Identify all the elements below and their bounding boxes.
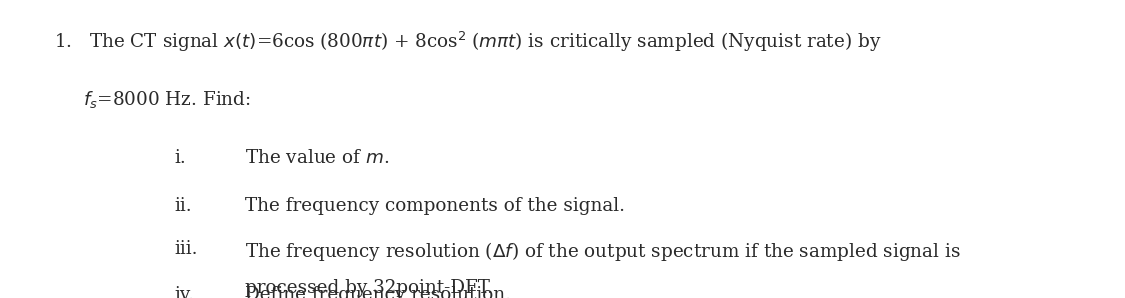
Text: iv.: iv.: [174, 286, 195, 298]
Text: Define frequency resolution.: Define frequency resolution.: [245, 286, 511, 298]
Text: The value of $m$.: The value of $m$.: [245, 149, 389, 167]
Text: processed by 32point-DFT.: processed by 32point-DFT.: [245, 279, 493, 297]
Text: $f_s$=8000 Hz. Find:: $f_s$=8000 Hz. Find:: [54, 89, 251, 110]
Text: The frequency components of the signal.: The frequency components of the signal.: [245, 197, 626, 215]
Text: 1.   The CT signal $x(t)$=6cos (800$\pi t$) + 8cos$^{2}$ ($m\pi t$) is criticall: 1. The CT signal $x(t)$=6cos (800$\pi t$…: [54, 30, 881, 54]
Text: i.: i.: [174, 149, 186, 167]
Text: ii.: ii.: [174, 197, 192, 215]
Text: iii.: iii.: [174, 240, 198, 258]
Text: The frequency resolution ($\Delta f$) of the output spectrum if the sampled sign: The frequency resolution ($\Delta f$) of…: [245, 240, 961, 263]
